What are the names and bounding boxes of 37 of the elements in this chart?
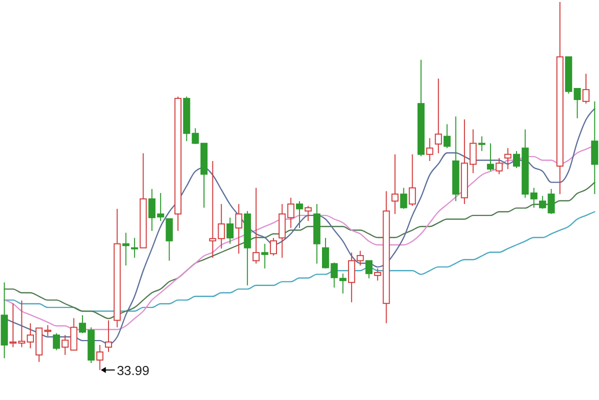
candlestick [252,187,260,264]
candlestick [304,205,312,222]
candlestick [339,273,346,294]
candlestick [582,73,590,104]
candlestick [122,232,130,266]
candlestick [365,260,372,279]
candlestick [104,320,112,352]
candlestick [278,204,286,258]
candlestick [591,100,598,195]
candlestick [287,197,294,228]
candlestick [166,218,173,262]
candlestick [261,243,268,269]
candlestick [209,160,216,258]
candlestick [70,318,78,351]
annotation: 33.99 [116,363,150,378]
candlestick [530,187,538,208]
candlestick [574,88,581,119]
candlestick [131,237,138,258]
candlestick [426,138,434,162]
candlestick [434,78,442,154]
candlestick [62,334,69,356]
candlestick [96,344,104,370]
candlestick [478,136,486,152]
candlestick [391,154,399,214]
candlestick [444,124,451,149]
candlestick [374,268,382,282]
candlestick [408,154,416,206]
candlestick [270,237,277,256]
candlestick [400,187,408,210]
candlestick [504,148,512,170]
candlestick [218,204,225,250]
candlestick [296,200,304,228]
candlestick [52,332,60,351]
candlestick [235,204,242,254]
candlestick [226,217,234,244]
candlestick [496,158,503,175]
candlestick [486,142,494,172]
